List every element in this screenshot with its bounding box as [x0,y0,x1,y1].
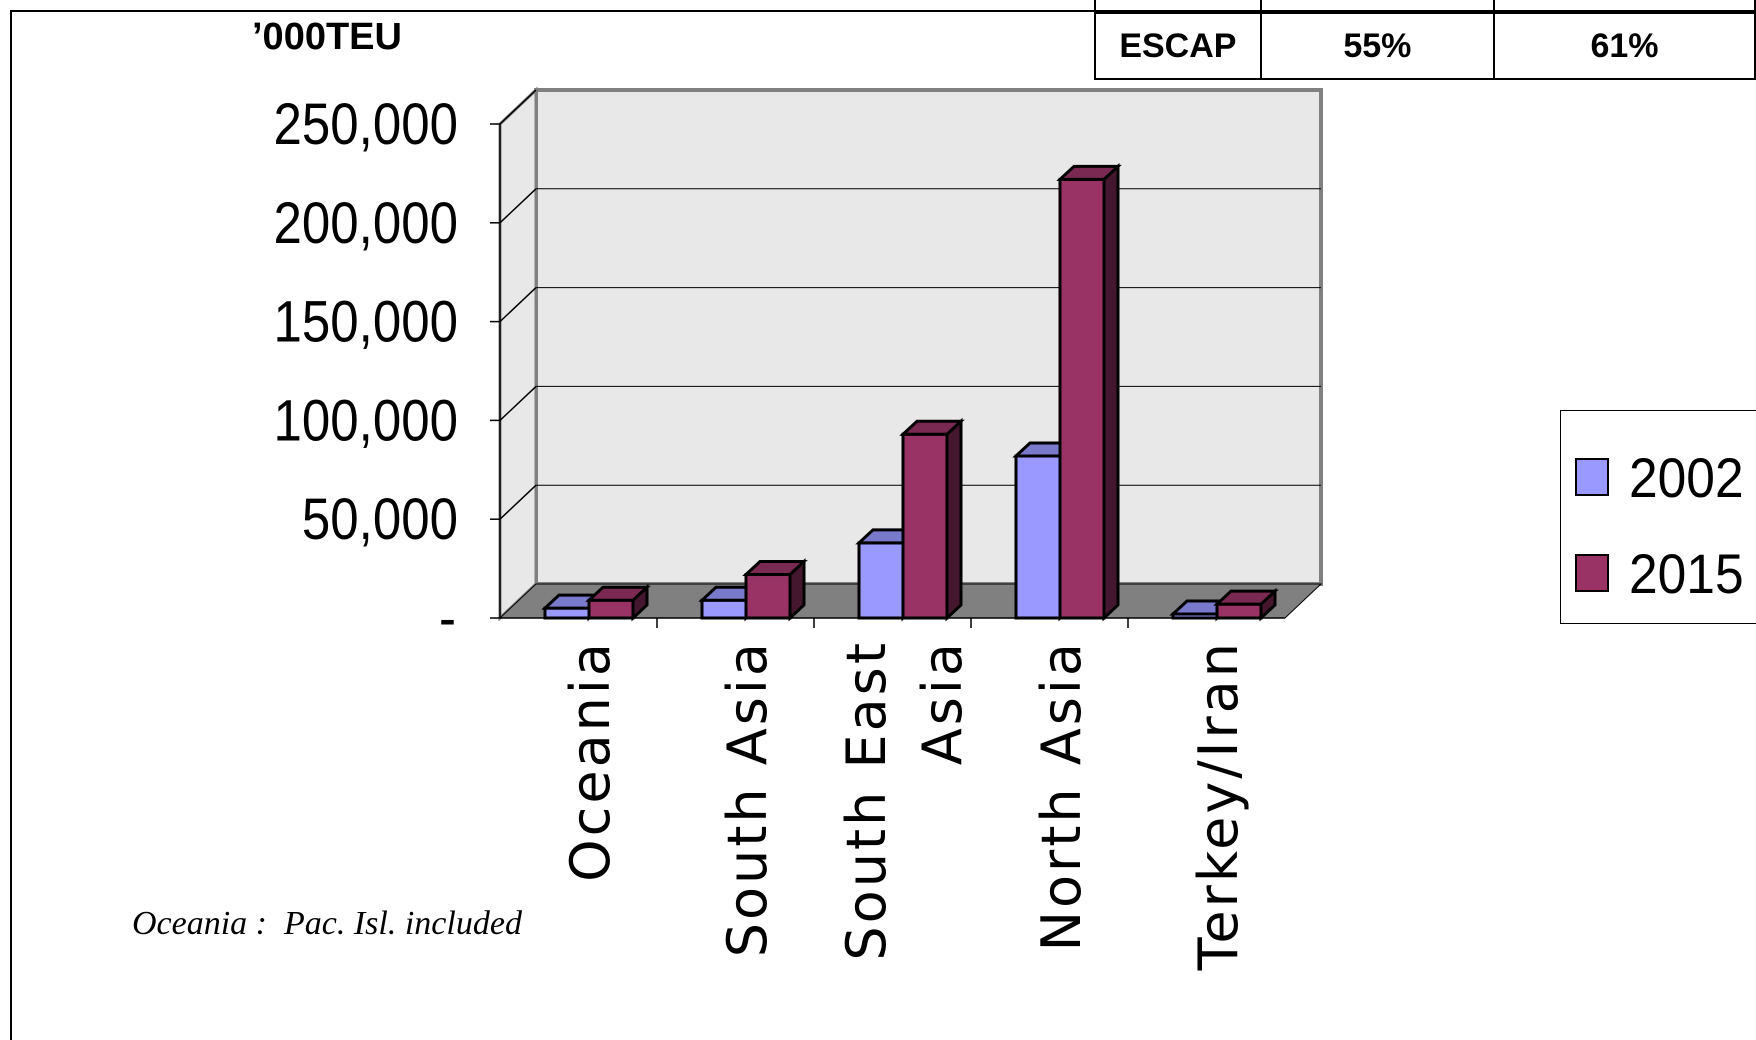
gridline-side [499,287,537,323]
gridline-side [499,188,537,224]
bar-2002-south-asia [700,598,748,620]
gridline-side [499,89,537,125]
bar-top [585,585,651,602]
x-tick-label: Terkey/Iran [1187,640,1250,971]
bar-top [1056,164,1122,181]
table-value-second: 61% [1492,12,1756,80]
legend-swatch-2015 [1575,554,1609,592]
slide-frame [10,10,1756,1040]
table-cell [1259,0,1495,14]
y-tick-label: 50,000 [302,487,458,552]
table-row-escap: ESCAP 55% 61% [1094,12,1756,80]
x-tick-label: South Asia [716,640,779,957]
legend-item-2015: 2015 [1575,541,1754,605]
gridline-side [499,484,537,520]
y-tick-label: 100,000 [274,388,458,453]
bar-2015-south-east-asia [901,432,949,620]
bar-top [742,560,808,577]
bar-top [899,419,965,436]
footnote: Oceania : Pac. Isl. included [132,905,522,942]
x-tick-label: South East [835,640,898,961]
y-axis-unit-label: ’000TEU [252,16,402,58]
legend-swatch-2002 [1575,458,1609,496]
table-row-top [1094,0,1756,14]
bar-2015-north-asia [1058,177,1106,620]
table-cell [1094,0,1262,14]
bar-top [1213,589,1279,606]
bar-2015-oceania [587,598,635,620]
chart-side-wall [498,86,538,622]
bar-2002-south-east-asia [857,541,905,620]
x-tick-label: Oceania [559,640,622,882]
legend-label-2015: 2015 [1629,541,1744,605]
y-tick-label: 150,000 [274,290,458,355]
table-row-label: ESCAP [1094,12,1262,80]
legend-label-2002: 2002 [1629,445,1744,509]
x-tick-label: Asia [911,640,974,765]
gridline-side [499,385,537,421]
escap-share-table: ESCAP 55% 61% [1094,0,1756,80]
bar-side [945,417,963,622]
y-tick-label: 200,000 [274,191,458,256]
bar-2015-south-asia [744,573,792,620]
chart-legend: 2002 2015 [1560,410,1756,624]
legend-item-2002: 2002 [1575,445,1754,509]
bar-2015-terkey-iran [1215,602,1263,620]
table-cell [1492,0,1756,14]
bar-side [1102,162,1120,622]
y-tick-label: 250,000 [274,92,458,157]
x-tick-label: North Asia [1030,640,1093,951]
y-tick-label: - [439,586,456,651]
bar-2002-north-asia [1014,454,1062,620]
table-value-first: 55% [1259,12,1495,80]
